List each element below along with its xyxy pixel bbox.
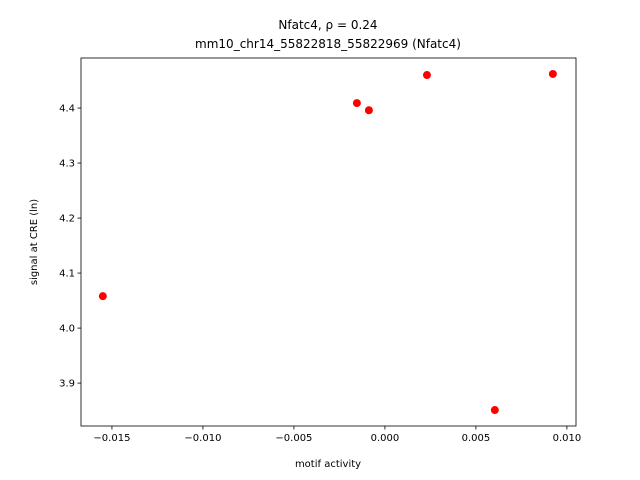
chart-title: Nfatc4, ρ = 0.24 xyxy=(278,18,377,32)
y-tick-label: 4.0 xyxy=(59,324,75,335)
y-tick-label: 4.1 xyxy=(59,269,75,280)
y-tick-label: 4.4 xyxy=(59,104,75,115)
point xyxy=(364,106,373,115)
plot-frame xyxy=(80,57,577,427)
point xyxy=(548,69,557,78)
x-axis-label: motif activity xyxy=(295,459,361,470)
y-tick-label: 4.3 xyxy=(59,159,75,170)
x-tick-label: −0.010 xyxy=(184,433,221,444)
point xyxy=(422,71,431,80)
x-tick-label: −0.015 xyxy=(93,433,130,444)
x-tick-label: 0.005 xyxy=(462,433,491,444)
y-tick-label: 4.2 xyxy=(59,214,75,225)
point xyxy=(98,292,107,301)
point xyxy=(352,99,361,108)
y-tick-label: 3.9 xyxy=(59,379,75,390)
y-axis-label: signal at CRE (ln) xyxy=(29,199,40,285)
point xyxy=(490,406,499,415)
x-tick-label: −0.005 xyxy=(275,433,312,444)
x-tick-label: 0.000 xyxy=(371,433,400,444)
x-tick-label: 0.010 xyxy=(553,433,582,444)
chart-subtitle: mm10_chr14_55822818_55822969 (Nfatc4) xyxy=(195,37,461,51)
